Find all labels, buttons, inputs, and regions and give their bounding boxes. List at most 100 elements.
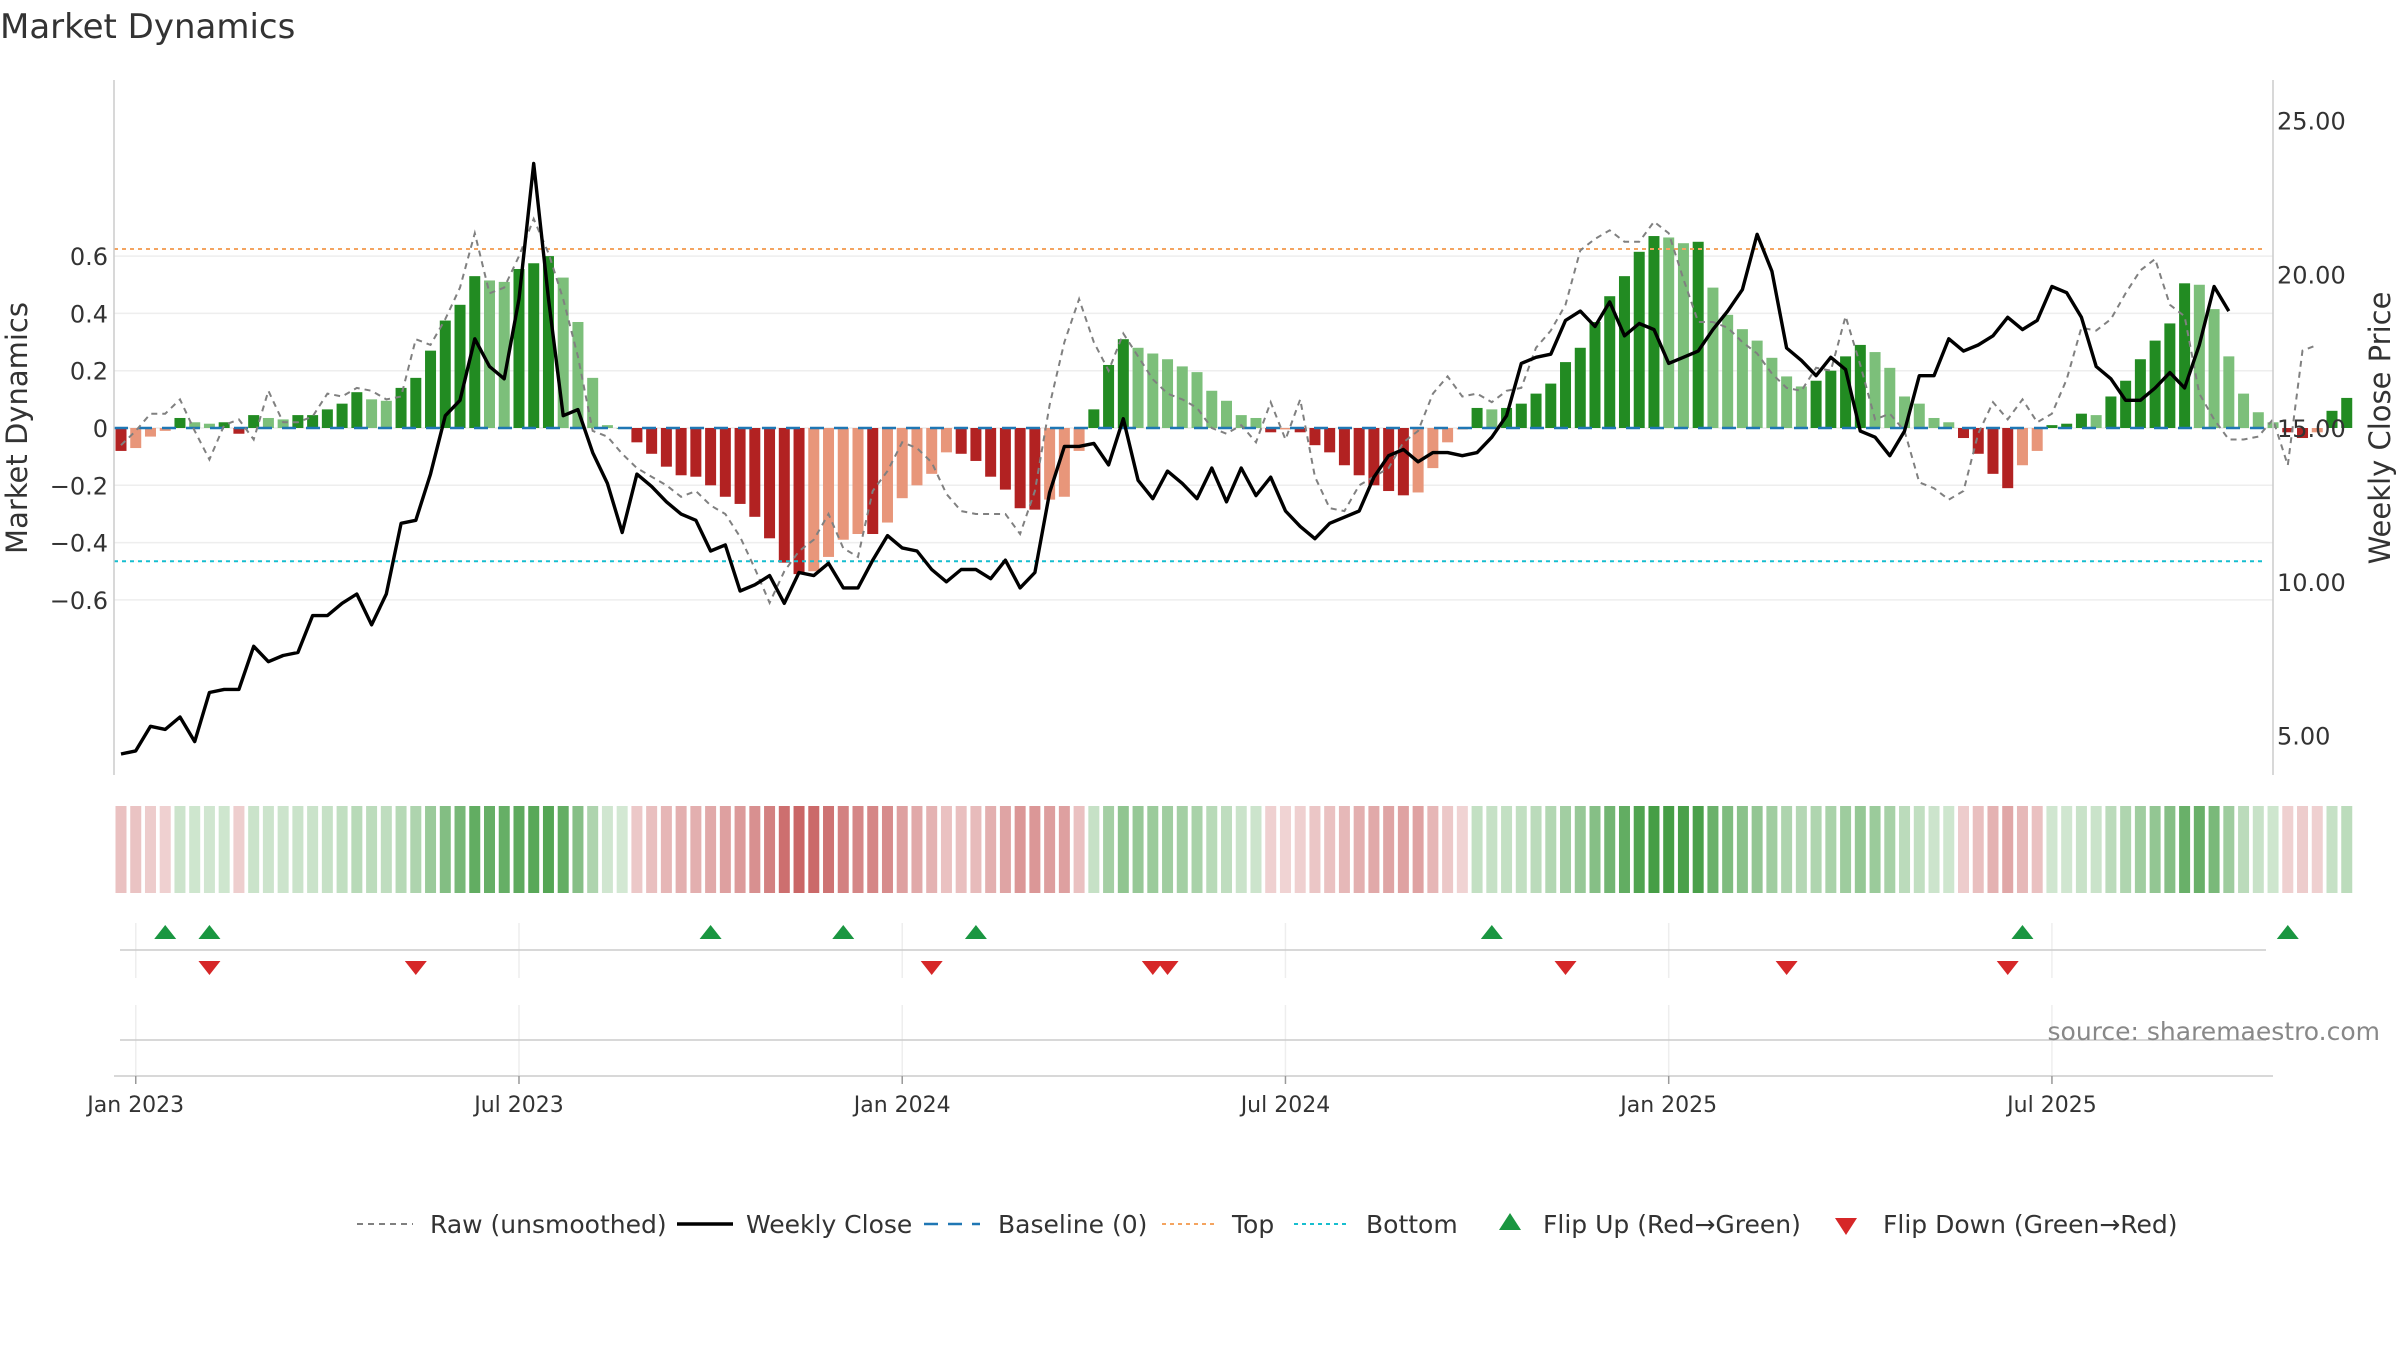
heat-cell bbox=[601, 806, 613, 893]
dynamics-bar bbox=[248, 415, 260, 428]
heat-cell bbox=[2090, 806, 2102, 893]
dynamics-bar bbox=[1058, 428, 1070, 497]
heat-cell bbox=[425, 806, 437, 893]
flip-up-marker bbox=[964, 925, 987, 939]
heat-cell bbox=[940, 806, 952, 893]
heat-cell bbox=[1810, 806, 1822, 893]
legend-swatch bbox=[1499, 1213, 1521, 1230]
dynamics-bar bbox=[2326, 410, 2338, 428]
heat-cell bbox=[1471, 806, 1483, 893]
dynamics-bar bbox=[1162, 359, 1174, 428]
dynamics-bar bbox=[587, 377, 599, 428]
heat-cell bbox=[2105, 806, 2117, 893]
dynamics-bar bbox=[1132, 347, 1144, 428]
dynamics-bar bbox=[1530, 393, 1542, 428]
heat-cell bbox=[1294, 806, 1306, 893]
dynamics-bar bbox=[749, 428, 761, 517]
dynamics-bar bbox=[1206, 390, 1218, 428]
heat-cell bbox=[1913, 806, 1925, 893]
heat-cell bbox=[1044, 806, 1056, 893]
heat-cell bbox=[2238, 806, 2250, 893]
heat-cell bbox=[1088, 806, 1100, 893]
heat-cell bbox=[1103, 806, 1115, 893]
dynamics-bar bbox=[203, 423, 215, 428]
heat-cell bbox=[1014, 806, 1026, 893]
heat-cell bbox=[159, 806, 171, 893]
heat-cell bbox=[144, 806, 156, 893]
dynamics-bar bbox=[1338, 428, 1350, 466]
dynamics-bar bbox=[675, 428, 687, 476]
dynamics-bar bbox=[867, 428, 879, 535]
heat-cell bbox=[336, 806, 348, 893]
dynamics-bar bbox=[528, 263, 540, 428]
flip-down-marker bbox=[1141, 961, 1164, 975]
heat-cell bbox=[1250, 806, 1262, 893]
dynamics-bar bbox=[542, 256, 554, 428]
heat-cell bbox=[1221, 806, 1232, 893]
heat-cell bbox=[1515, 806, 1527, 893]
dynamics-bar bbox=[277, 419, 289, 428]
dynamics-bar bbox=[1663, 237, 1675, 428]
dynamics-bar bbox=[1545, 383, 1557, 428]
heat-cell bbox=[1397, 806, 1409, 893]
dynamics-bar bbox=[1279, 428, 1291, 430]
heat-cell bbox=[1560, 806, 1572, 893]
dynamics-bar bbox=[2297, 428, 2309, 439]
dynamics-bar bbox=[1899, 396, 1911, 428]
dynamics-bar bbox=[823, 428, 835, 557]
heat-cell bbox=[2208, 806, 2220, 893]
dynamics-bar bbox=[1825, 370, 1837, 428]
dynamics-bar bbox=[2193, 284, 2205, 428]
dynamics-bar bbox=[2223, 356, 2235, 428]
dynamics-bar bbox=[1309, 428, 1321, 446]
right-tick-label: 5.00 bbox=[2277, 723, 2330, 751]
heat-cell bbox=[2002, 806, 2014, 893]
heat-cell bbox=[1884, 806, 1896, 893]
heat-cell bbox=[528, 806, 540, 893]
flip-up-marker bbox=[154, 925, 177, 939]
heat-cell bbox=[1707, 806, 1719, 893]
dynamics-bar bbox=[1618, 276, 1630, 428]
heat-cell bbox=[1545, 806, 1557, 893]
dynamics-bar bbox=[498, 281, 510, 428]
heat-cell bbox=[1840, 806, 1852, 893]
heat-cell bbox=[1604, 806, 1616, 893]
heat-cell bbox=[587, 806, 599, 893]
dynamics-bar bbox=[262, 417, 274, 428]
regime-heat-strip bbox=[115, 806, 2353, 893]
heat-cell bbox=[484, 806, 495, 893]
dynamics-bar bbox=[380, 400, 392, 428]
heat-cell bbox=[616, 806, 628, 893]
chart-title: Market Dynamics bbox=[0, 7, 295, 47]
dynamics-bar bbox=[1781, 376, 1793, 428]
left-tick-label: −0.6 bbox=[50, 587, 108, 615]
weekly-close-line bbox=[120, 161, 2231, 756]
dynamics-bar bbox=[955, 428, 967, 454]
dynamics-bar bbox=[1560, 362, 1572, 428]
dynamics-bar bbox=[513, 268, 525, 428]
dynamics-bar bbox=[1250, 417, 1262, 428]
chart-legend: Raw (unsmoothed) Weekly Close Baseline (0)… bbox=[357, 1210, 2178, 1239]
source-credit: source: sharemaestro.com bbox=[2048, 1017, 2381, 1046]
dynamics-bar bbox=[1486, 409, 1498, 428]
dynamics-bar bbox=[1515, 403, 1527, 428]
heat-cell bbox=[1987, 806, 1999, 893]
dynamics-bar bbox=[1471, 407, 1483, 428]
heat-cell bbox=[174, 806, 186, 893]
heat-cell bbox=[1206, 806, 1218, 893]
dynamics-bar bbox=[1294, 428, 1306, 433]
right-tick-label: 25.00 bbox=[2277, 108, 2346, 136]
dynamics-bar bbox=[601, 425, 613, 428]
dynamics-bar bbox=[1014, 428, 1026, 509]
heat-cell bbox=[366, 806, 378, 893]
dynamics-bar bbox=[1795, 386, 1807, 428]
right-tick-label: 20.00 bbox=[2277, 261, 2346, 289]
x-tick-label: Jan 2025 bbox=[1618, 1093, 1717, 1118]
dynamics-bar bbox=[1397, 428, 1409, 496]
flip-up-marker bbox=[2011, 925, 2034, 939]
left-tick-label: −0.4 bbox=[50, 530, 108, 558]
flip-down-marker bbox=[198, 961, 221, 975]
dynamics-bar bbox=[469, 276, 481, 428]
dynamics-bars bbox=[115, 236, 2353, 575]
